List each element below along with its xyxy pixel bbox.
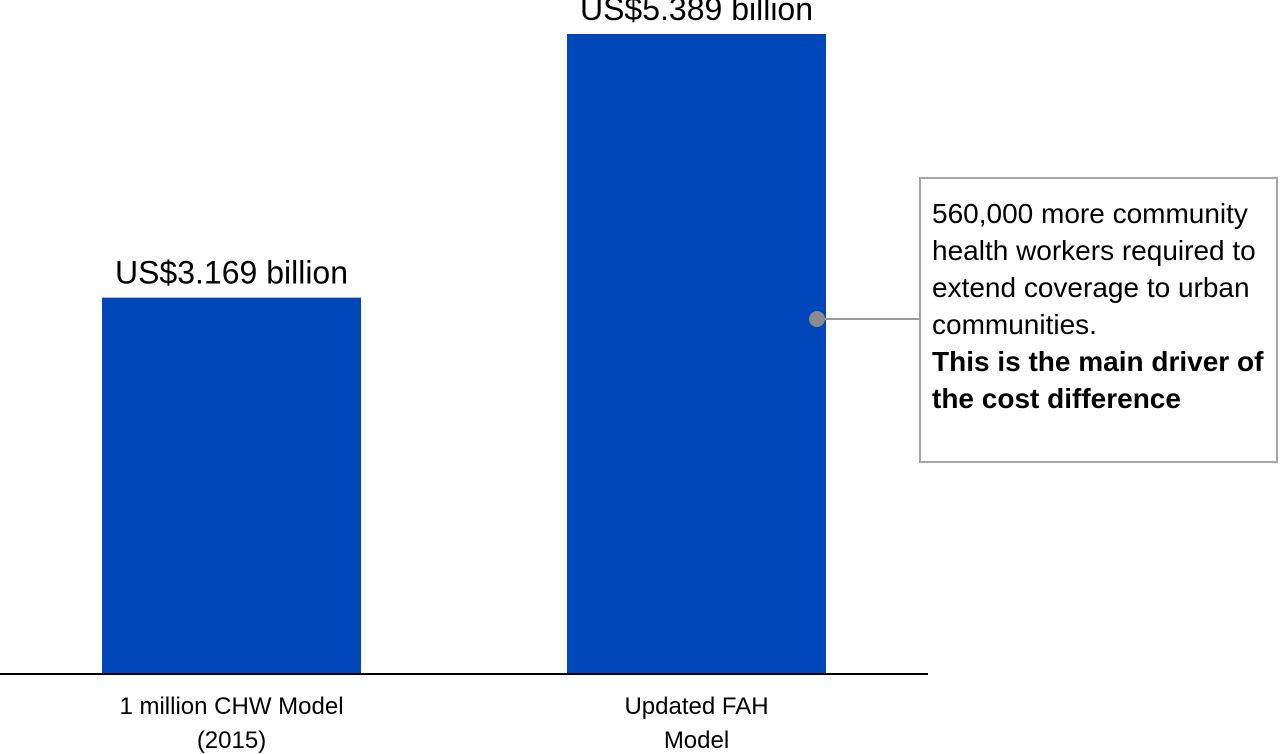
- annotation-callout-box: 560,000 more community health workers re…: [919, 177, 1278, 463]
- category-label-2-line-1: Updated FAH: [624, 693, 768, 720]
- category-label-2-line-2: Model: [664, 727, 729, 754]
- value-label-2: US$5.389 billion: [580, 0, 813, 27]
- value-label-1: US$3.169 billion: [115, 255, 348, 291]
- category-label-1-line-1: 1 million CHW Model: [119, 693, 343, 720]
- annotation-bold-text: This is the main driver of the cost diff…: [932, 346, 1264, 414]
- value-labels-group: US$3.169 billion US$5.389 billion: [115, 0, 813, 291]
- category-labels-group: 1 million CHW Model (2015) Updated FAH Mode…: [119, 693, 768, 754]
- bar-1: [102, 297, 361, 674]
- annotation-connector-dot: [809, 311, 825, 327]
- category-label-1-line-2: (2015): [197, 727, 266, 754]
- bars-group: [102, 34, 826, 674]
- bar-2: [567, 34, 826, 674]
- annotation-text: 560,000 more community health workers re…: [932, 198, 1256, 340]
